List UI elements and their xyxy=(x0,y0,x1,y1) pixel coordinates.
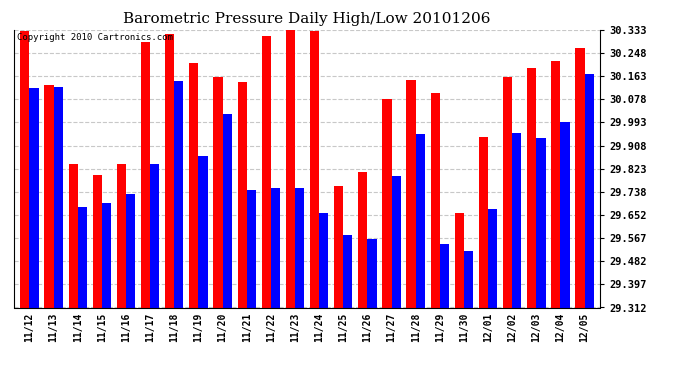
Bar xyxy=(464,251,473,308)
Bar xyxy=(310,31,319,308)
Bar xyxy=(367,239,377,308)
Bar xyxy=(391,176,401,308)
Bar xyxy=(78,207,87,308)
Bar xyxy=(150,164,159,308)
Bar xyxy=(527,68,536,308)
Bar xyxy=(223,114,232,308)
Bar xyxy=(20,31,30,308)
Bar xyxy=(247,190,256,308)
Bar xyxy=(406,80,415,308)
Bar xyxy=(560,122,570,308)
Bar xyxy=(262,36,271,308)
Bar xyxy=(271,189,280,308)
Bar xyxy=(551,61,560,308)
Bar xyxy=(30,88,39,308)
Bar xyxy=(117,164,126,308)
Bar xyxy=(584,74,594,307)
Bar xyxy=(358,172,367,308)
Bar xyxy=(343,235,353,308)
Bar xyxy=(199,156,208,308)
Bar xyxy=(237,82,247,308)
Bar xyxy=(165,33,175,308)
Bar xyxy=(415,134,425,308)
Bar xyxy=(92,175,102,308)
Bar xyxy=(102,203,111,308)
Bar xyxy=(536,138,546,308)
Bar xyxy=(382,99,391,308)
Title: Barometric Pressure Daily High/Low 20101206: Barometric Pressure Daily High/Low 20101… xyxy=(124,12,491,26)
Bar xyxy=(575,48,584,308)
Bar xyxy=(213,77,223,308)
Bar xyxy=(141,42,150,308)
Bar xyxy=(440,244,449,308)
Bar xyxy=(431,93,440,308)
Bar xyxy=(455,213,464,308)
Bar xyxy=(189,63,199,308)
Bar xyxy=(175,81,184,308)
Bar xyxy=(286,30,295,308)
Bar xyxy=(54,87,63,308)
Bar xyxy=(488,209,497,308)
Bar xyxy=(126,194,135,308)
Bar xyxy=(44,85,54,308)
Bar xyxy=(503,77,512,308)
Bar xyxy=(68,164,78,308)
Bar xyxy=(295,189,304,308)
Text: Copyright 2010 Cartronics.com: Copyright 2010 Cartronics.com xyxy=(17,33,172,42)
Bar xyxy=(479,137,488,308)
Bar xyxy=(334,186,343,308)
Bar xyxy=(512,133,522,308)
Bar xyxy=(319,213,328,308)
